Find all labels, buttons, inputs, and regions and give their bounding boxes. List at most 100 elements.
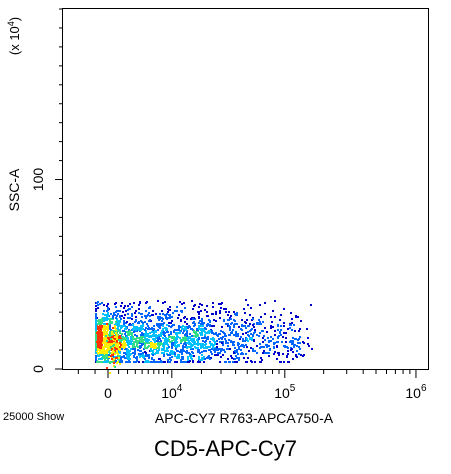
event-dot — [170, 326, 172, 328]
event-dot — [264, 327, 266, 329]
event-dot — [111, 333, 113, 335]
event-dot — [207, 323, 209, 325]
event-dot — [107, 346, 109, 348]
event-dot — [169, 314, 171, 316]
event-dot — [236, 323, 238, 325]
event-dot — [259, 343, 261, 345]
event-dot — [121, 346, 123, 348]
event-dot — [270, 340, 272, 342]
event-dot — [193, 339, 195, 341]
event-dot — [157, 300, 159, 302]
event-dot — [127, 305, 129, 307]
event-dot — [202, 325, 204, 327]
event-dot — [240, 336, 242, 338]
event-dot — [135, 310, 137, 312]
event-dot — [278, 352, 280, 354]
event-dot — [287, 328, 289, 330]
event-dot — [214, 348, 216, 350]
event-dot — [163, 354, 165, 356]
event-dot — [211, 348, 213, 350]
event-dot — [138, 308, 140, 310]
event-dot — [240, 349, 242, 351]
event-dot — [283, 345, 285, 347]
event-dot — [188, 342, 190, 344]
event-dot — [214, 351, 216, 353]
event-dot — [137, 349, 139, 351]
event-dot — [95, 337, 97, 339]
event-dot — [222, 354, 224, 356]
event-dot — [128, 346, 130, 348]
event-dot — [142, 354, 144, 356]
event-dot — [186, 346, 188, 348]
event-dot — [280, 325, 282, 327]
event-dot — [223, 349, 225, 351]
event-dot — [247, 304, 249, 306]
event-dot — [106, 305, 108, 307]
event-dot — [107, 360, 109, 362]
event-dot — [98, 340, 100, 342]
event-dot — [240, 353, 242, 355]
event-dot — [107, 307, 109, 309]
event-dot — [201, 351, 203, 353]
event-dot — [163, 331, 165, 333]
event-dot — [219, 348, 221, 350]
event-dot — [111, 352, 113, 354]
event-dot — [274, 334, 276, 336]
event-dot — [196, 333, 198, 335]
event-dot — [99, 354, 101, 356]
event-dot — [113, 362, 115, 364]
event-dot — [164, 340, 166, 342]
event-dot — [158, 361, 160, 363]
event-dot — [199, 361, 201, 363]
event-dot — [299, 342, 301, 344]
event-dot — [166, 348, 168, 350]
event-dot — [247, 357, 249, 359]
event-dot — [118, 359, 120, 361]
event-dot — [253, 340, 255, 342]
event-dot — [133, 331, 135, 333]
event-dot — [103, 340, 105, 342]
event-dot — [204, 309, 206, 311]
event-dot — [276, 345, 278, 347]
event-dot — [221, 349, 223, 351]
event-dot — [238, 348, 240, 350]
event-dot — [116, 340, 118, 342]
event-dot — [193, 325, 195, 327]
event-dot — [119, 335, 121, 337]
event-dot — [173, 336, 175, 338]
event-dot — [164, 301, 166, 303]
event-dot — [245, 332, 247, 334]
x-axis-label: APC-CY7 R763-APCA750-A — [155, 410, 334, 426]
event-dot — [202, 346, 204, 348]
event-dot — [157, 335, 159, 337]
event-dot — [95, 320, 97, 322]
event-dot — [142, 341, 144, 343]
event-dot — [105, 338, 107, 340]
event-dot — [175, 332, 177, 334]
event-dot — [294, 338, 296, 340]
event-dot — [247, 334, 249, 336]
event-dot — [145, 317, 147, 319]
event-dot — [114, 347, 116, 349]
event-dot — [174, 355, 176, 357]
event-dot — [219, 317, 221, 319]
event-dot — [181, 310, 183, 312]
event-dot — [140, 353, 142, 355]
event-dot — [148, 361, 150, 363]
event-dot — [296, 350, 298, 352]
event-dot — [118, 323, 120, 325]
event-dot — [103, 320, 105, 322]
event-dot — [125, 327, 127, 329]
event-dot — [283, 332, 285, 334]
event-dot — [131, 315, 133, 317]
event-dot — [174, 310, 176, 312]
event-dot — [227, 323, 229, 325]
event-dot — [184, 321, 186, 323]
event-dot — [159, 323, 161, 325]
event-dot — [201, 334, 203, 336]
event-dot — [163, 349, 165, 351]
event-dot — [238, 346, 240, 348]
event-dot — [107, 337, 109, 339]
event-dot — [170, 350, 172, 352]
event-dot — [296, 345, 298, 347]
